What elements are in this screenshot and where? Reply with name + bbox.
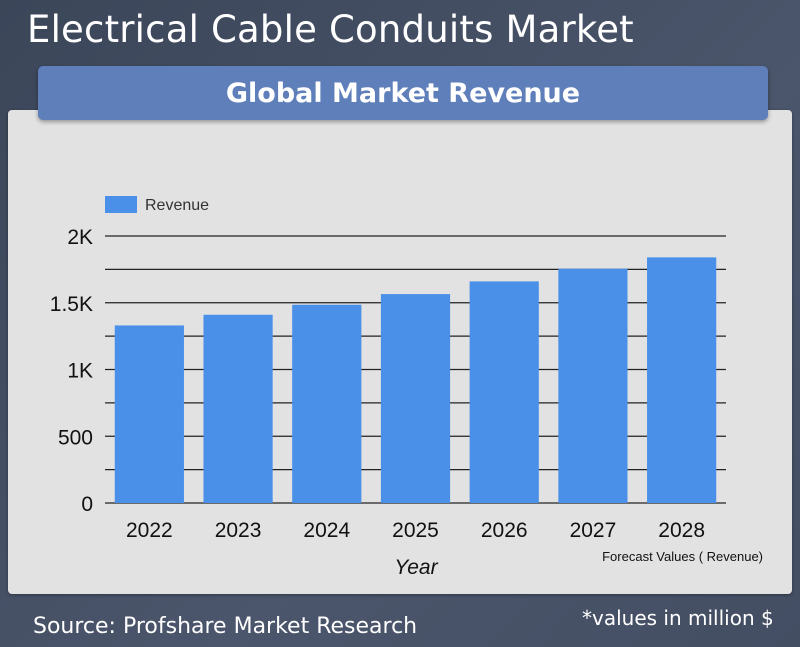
bar-2023 <box>203 314 273 503</box>
legend-label: Revenue <box>145 197 209 214</box>
bar-2024 <box>292 304 362 503</box>
y-tick-label: 1K <box>67 360 93 383</box>
chart-title: Global Market Revenue <box>38 66 768 120</box>
x-tick-label: 2025 <box>392 519 439 542</box>
bar-2028 <box>647 257 717 503</box>
y-tick-label: 2K <box>67 226 93 249</box>
source-text: Source: Profshare Market Research <box>33 614 418 639</box>
x-tick-label: 2027 <box>570 519 617 542</box>
bar-2025 <box>380 294 451 503</box>
x-tick-label: 2026 <box>481 519 528 542</box>
forecast-annotation: Forecast Values ( Revenue) <box>602 549 763 564</box>
y-tick-label: 0 <box>81 493 93 516</box>
y-tick-label: 500 <box>58 426 93 449</box>
x-tick-label: 2024 <box>303 519 350 542</box>
x-tick-label: 2022 <box>126 519 173 542</box>
bar-2026 <box>469 281 539 503</box>
bar-2027 <box>558 268 628 503</box>
bar-2022 <box>114 325 184 503</box>
y-tick-label: 1.5K <box>50 293 93 316</box>
legend-swatch <box>105 196 137 213</box>
x-tick-label: 2023 <box>215 519 262 542</box>
page-title: Electrical Cable Conduits Market <box>27 8 634 51</box>
x-axis-title: Year <box>394 556 438 579</box>
x-tick-label: 2028 <box>658 519 705 542</box>
units-note: *values in million $ <box>582 606 774 630</box>
